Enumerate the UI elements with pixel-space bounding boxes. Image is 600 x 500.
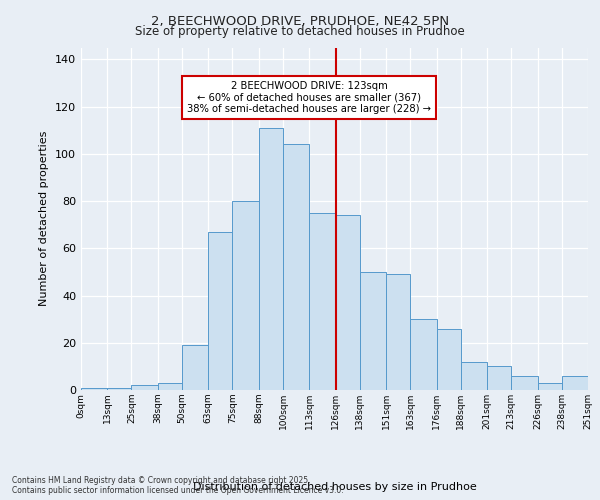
Bar — [487, 366, 511, 390]
Bar — [131, 386, 158, 390]
Bar — [538, 383, 562, 390]
Bar — [309, 213, 335, 390]
Bar — [182, 345, 208, 390]
Bar — [386, 274, 410, 390]
Y-axis label: Number of detached properties: Number of detached properties — [40, 131, 49, 306]
Bar — [511, 376, 538, 390]
Bar — [107, 388, 131, 390]
Bar — [437, 328, 461, 390]
Bar — [335, 215, 360, 390]
Bar — [208, 232, 232, 390]
Bar — [283, 144, 309, 390]
Bar — [360, 272, 386, 390]
Bar — [81, 388, 107, 390]
X-axis label: Distribution of detached houses by size in Prudhoe: Distribution of detached houses by size … — [193, 482, 476, 492]
Text: 2 BEECHWOOD DRIVE: 123sqm
← 60% of detached houses are smaller (367)
38% of semi: 2 BEECHWOOD DRIVE: 123sqm ← 60% of detac… — [187, 80, 431, 114]
Text: Contains HM Land Registry data © Crown copyright and database right 2025.
Contai: Contains HM Land Registry data © Crown c… — [12, 476, 344, 495]
Text: Size of property relative to detached houses in Prudhoe: Size of property relative to detached ho… — [135, 25, 465, 38]
Bar — [259, 128, 283, 390]
Text: 2, BEECHWOOD DRIVE, PRUDHOE, NE42 5PN: 2, BEECHWOOD DRIVE, PRUDHOE, NE42 5PN — [151, 15, 449, 28]
Bar — [410, 319, 437, 390]
Bar — [562, 376, 588, 390]
Bar — [461, 362, 487, 390]
Bar — [158, 383, 182, 390]
Bar — [232, 201, 259, 390]
